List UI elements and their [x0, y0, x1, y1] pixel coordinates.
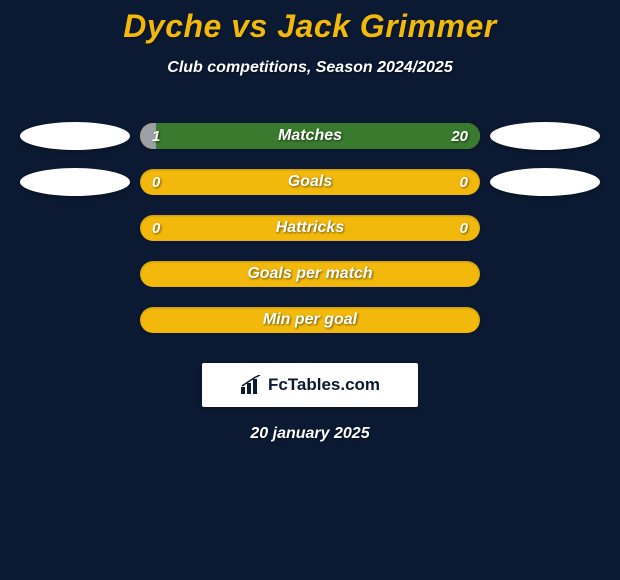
stat-row: Matches120	[0, 113, 620, 159]
spacer	[20, 306, 130, 334]
stat-value-left: 0	[152, 215, 160, 241]
comparison-infographic: Dyche vs Jack Grimmer Club competitions,…	[0, 0, 620, 580]
subtitle: Club competitions, Season 2024/2025	[0, 59, 620, 77]
stat-bar: Goals per match	[140, 261, 480, 287]
brand-text: FcTables.com	[268, 375, 380, 395]
stat-bar: Hattricks0 0	[140, 215, 480, 241]
brand-badge: FcTables.com	[202, 363, 418, 407]
stat-rows: Matches120Goals00Hattricks00Goals per ma…	[0, 113, 620, 343]
spacer	[490, 260, 600, 288]
stat-value-right: 0	[460, 215, 468, 241]
club-oval-right	[490, 122, 600, 150]
stat-value-left: 0	[152, 169, 160, 195]
club-oval-right	[490, 168, 600, 196]
bar-fill-left	[140, 123, 156, 149]
stat-row: Goals per match	[0, 251, 620, 297]
spacer	[490, 306, 600, 334]
stat-label: Min per goal	[140, 307, 480, 333]
snapshot-date: 20 january 2025	[0, 425, 620, 443]
club-oval-left	[20, 168, 130, 196]
stat-bar: Goals0 0	[140, 169, 480, 195]
spacer	[20, 214, 130, 242]
stat-row: Min per goal	[0, 297, 620, 343]
stat-label: Goals per match	[140, 261, 480, 287]
bar-fill-right	[156, 123, 480, 149]
stat-row: Goals0 0	[0, 159, 620, 205]
stat-bar: Min per goal	[140, 307, 480, 333]
spacer	[490, 214, 600, 242]
stat-label: Goals	[140, 169, 480, 195]
club-oval-left	[20, 122, 130, 150]
stat-bar: Matches120	[140, 123, 480, 149]
stat-label: Hattricks	[140, 215, 480, 241]
page-title: Dyche vs Jack Grimmer	[0, 0, 620, 45]
spacer	[20, 260, 130, 288]
chart-icon	[240, 375, 262, 395]
stat-value-right: 0	[460, 169, 468, 195]
stat-row: Hattricks0 0	[0, 205, 620, 251]
